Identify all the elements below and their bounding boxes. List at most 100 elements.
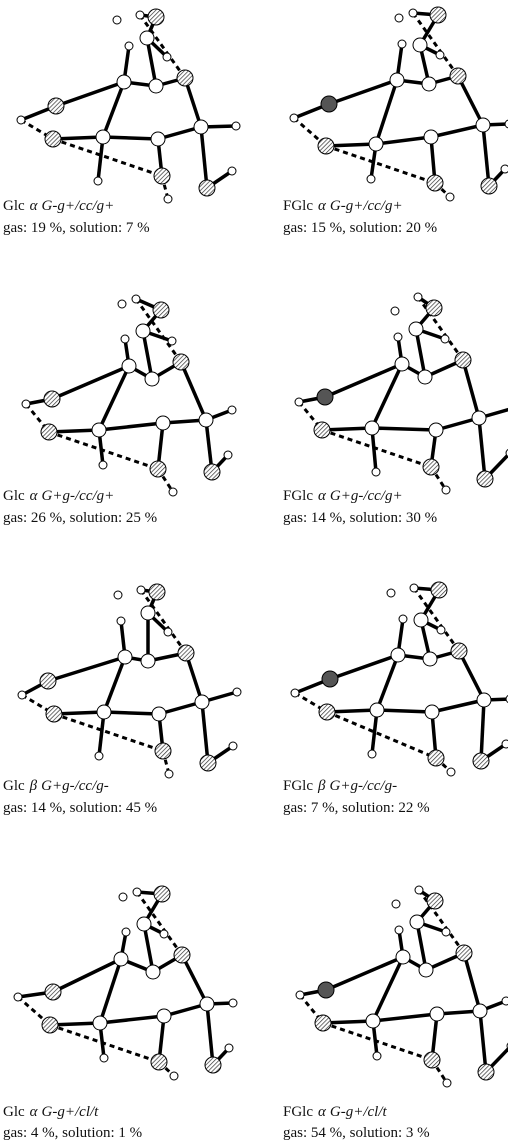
atom [225,1044,233,1052]
bond [372,428,436,430]
atom [430,7,446,23]
atom [370,703,384,717]
atom [409,9,417,17]
atom [296,991,304,999]
atom [418,370,432,384]
atom [390,73,404,87]
atom [41,424,57,440]
atom [151,132,165,146]
atom [113,16,121,24]
atom [410,915,424,929]
atom [148,9,164,25]
atom [291,689,299,697]
populations: gas: 7 %, solution: 22 % [283,800,430,816]
atom [122,928,130,936]
atom [443,1079,451,1087]
atom [391,648,405,662]
atom [319,704,335,720]
atom [473,753,489,769]
atom [170,1072,178,1080]
atom [414,293,422,301]
atom [174,947,190,963]
bond [432,700,484,712]
hydrogen-bond [53,139,162,176]
molecule [22,295,236,496]
atom [478,1064,494,1080]
atom [155,743,171,759]
atom [442,486,450,494]
molecule-name: Glc [3,198,25,214]
bond [48,657,125,681]
molecule [291,582,508,776]
atom [114,952,128,966]
atom [153,302,169,318]
bond [181,362,206,420]
atom [413,38,427,52]
atom [100,1054,108,1062]
anomer: α [30,198,39,214]
atom [117,617,125,625]
molecule [290,7,508,201]
bond [201,127,207,188]
molecule-name: Glc [3,488,25,504]
atom [429,423,443,437]
hydrogen-bond [326,146,435,183]
atom [96,130,110,144]
atom [160,930,168,938]
atom [394,333,402,341]
atom [228,406,236,414]
atom [477,693,491,707]
anomer: α [30,1104,39,1120]
bond [56,82,124,106]
bond [207,1004,213,1065]
atom [117,75,131,89]
hydrogen-bond [327,712,436,758]
atom [391,307,399,315]
atom [424,130,438,144]
caption-title: GlcβG+g-/cc/g- [3,778,109,794]
atom [477,471,493,487]
atom [410,584,418,592]
atom [427,175,443,191]
atom [195,695,209,709]
caption-title: FGlcβG+g-/cc/g- [283,778,397,794]
atom [431,582,447,598]
atom [442,928,450,936]
bond [103,137,158,139]
atom [372,468,380,476]
conformer: G+g-/cc/g- [41,778,109,794]
conformer: G-g+/cc/g+ [42,198,115,214]
bond [376,137,431,144]
atom [137,917,151,931]
atom [118,650,132,664]
molecule-name: FGlc [283,778,313,794]
atom [199,180,215,196]
atom [423,459,439,475]
molecule [296,886,508,1087]
atom [229,742,237,750]
atom [436,51,444,59]
populations: gas: 19 %, solution: 7 % [3,220,150,236]
atom [450,68,466,84]
figure: GlcαG-g+/cc/g+gas: 19 %, solution: 7 %FG… [0,0,508,1144]
bond [104,657,125,712]
atom [232,122,240,130]
atom [430,1007,444,1021]
atom [146,965,160,979]
atom [136,11,144,19]
atom [476,118,490,132]
atom [369,137,383,151]
atom [133,888,141,896]
bond [99,423,163,430]
atom [157,1009,171,1023]
atom [200,997,214,1011]
atom [178,645,194,661]
atom [118,300,126,308]
bond [463,360,479,418]
atom [164,628,172,636]
bond [330,655,398,679]
atom [194,120,208,134]
atom [205,1057,221,1073]
atom [149,79,163,93]
anomer: α [318,198,327,214]
